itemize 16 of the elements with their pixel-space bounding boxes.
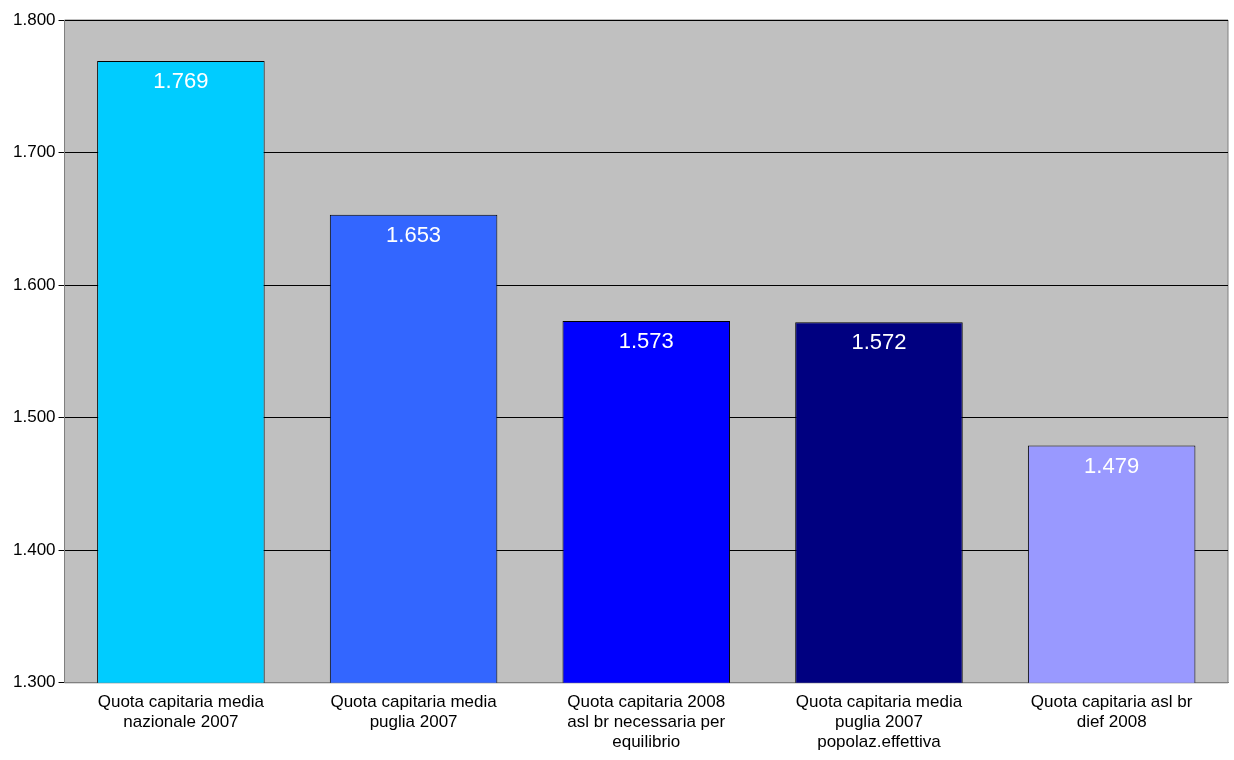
data-label: 1.573 bbox=[618, 327, 674, 353]
x-tick-label: Quota capitaria asl br dief 2008 bbox=[1030, 691, 1193, 732]
data-label: 1.479 bbox=[1084, 452, 1140, 478]
y-tick-label: 1.400 bbox=[12, 539, 56, 559]
x-tick-label: Quota capitaria media nazionale 2007 bbox=[97, 691, 265, 732]
y-tick-label: 1.500 bbox=[12, 407, 56, 427]
x-tick-label: Quota capitaria 2008 asl br necessaria per equilibrio bbox=[567, 691, 726, 752]
x-tick-label: Quota capitaria media puglia 2007 popolaz.effettiva bbox=[795, 691, 963, 752]
data-label: 1.769 bbox=[153, 68, 209, 94]
data-label: 1.572 bbox=[851, 329, 907, 355]
y-tick-label: 1.800 bbox=[12, 9, 56, 29]
data-label: 1.653 bbox=[386, 221, 442, 247]
y-tick-label: 1.300 bbox=[12, 672, 56, 692]
y-tick-label: 1.700 bbox=[12, 142, 56, 162]
x-tick-label: Quota capitaria media puglia 2007 bbox=[330, 691, 498, 732]
y-tick-label: 1.600 bbox=[12, 274, 56, 294]
